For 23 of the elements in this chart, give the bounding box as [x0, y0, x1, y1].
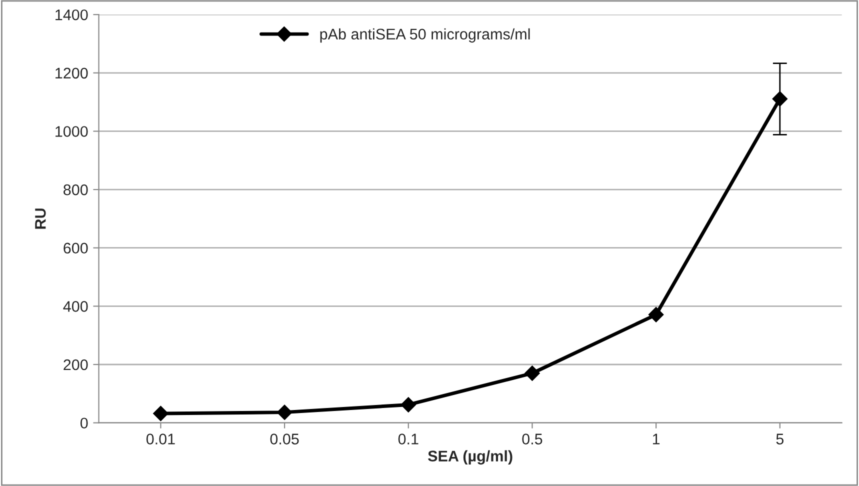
x-tick-label: 0.1 [398, 434, 418, 444]
y-tick-label: 1200 [56, 68, 88, 79]
x-tick-label: 0.5 [522, 434, 542, 444]
y-tick-label: 200 [64, 359, 88, 370]
point [524, 366, 540, 381]
legend-label: pAb antiSEA 50 micrograms/ml [320, 28, 530, 43]
x-tick-label: 0.05 [270, 434, 299, 444]
y-tick-label: 400 [63, 301, 88, 312]
point [772, 91, 788, 106]
x-tick-label: 5 [776, 434, 784, 444]
point [400, 397, 416, 412]
y-tick-label: 0 [80, 418, 88, 429]
y-tick-label: 1000 [56, 126, 88, 137]
y-axis-title: RU [35, 208, 46, 229]
y-tick-label: 600 [64, 242, 88, 254]
x-axis-title: SEA (µg/ml) [428, 450, 512, 465]
y-tick-label: 1400 [56, 9, 88, 20]
x-tick-label: 0.01 [146, 434, 175, 444]
y-tick-label: 800 [64, 184, 88, 196]
point [648, 307, 664, 322]
x-tick-label: 1 [652, 434, 660, 444]
point [153, 406, 168, 422]
point [276, 404, 292, 420]
